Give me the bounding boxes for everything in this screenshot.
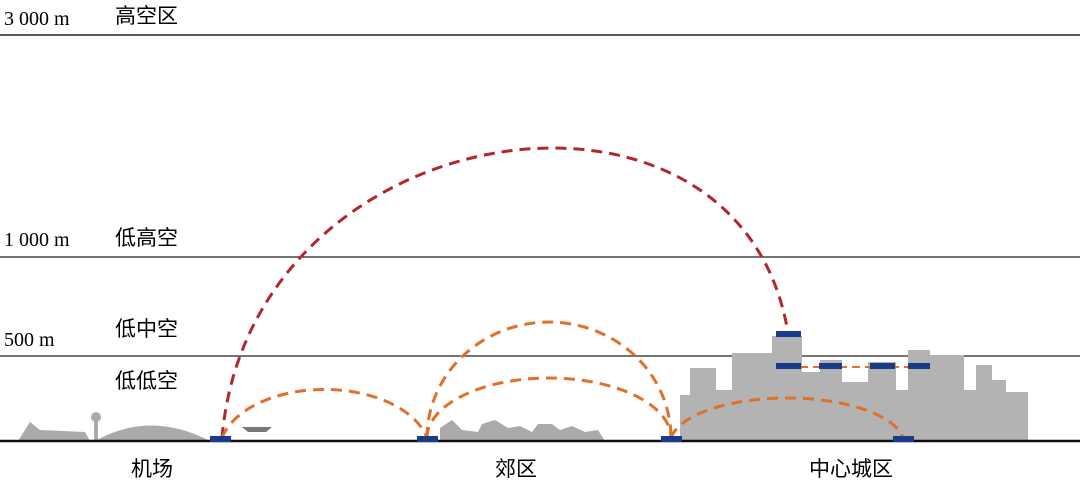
zone-label: 低低空	[115, 369, 178, 393]
zone-label: 低高空	[115, 226, 178, 250]
altitude-lines	[0, 34, 1080, 357]
altitude-label: 3 000 m	[4, 8, 70, 30]
vertiports	[210, 331, 930, 442]
altitude-label: 500 m	[4, 329, 55, 351]
altitude-label: 1 000 m	[4, 229, 70, 251]
zone-label: 低中空	[115, 317, 178, 341]
area-label: 机场	[131, 457, 173, 481]
suburb	[440, 420, 605, 441]
routes	[220, 146, 910, 439]
zone-label: 高空区	[115, 4, 178, 28]
airport	[18, 412, 272, 441]
area-label: 郊区	[495, 457, 537, 481]
area-label: 中心城区	[809, 457, 893, 481]
city	[680, 336, 1028, 441]
